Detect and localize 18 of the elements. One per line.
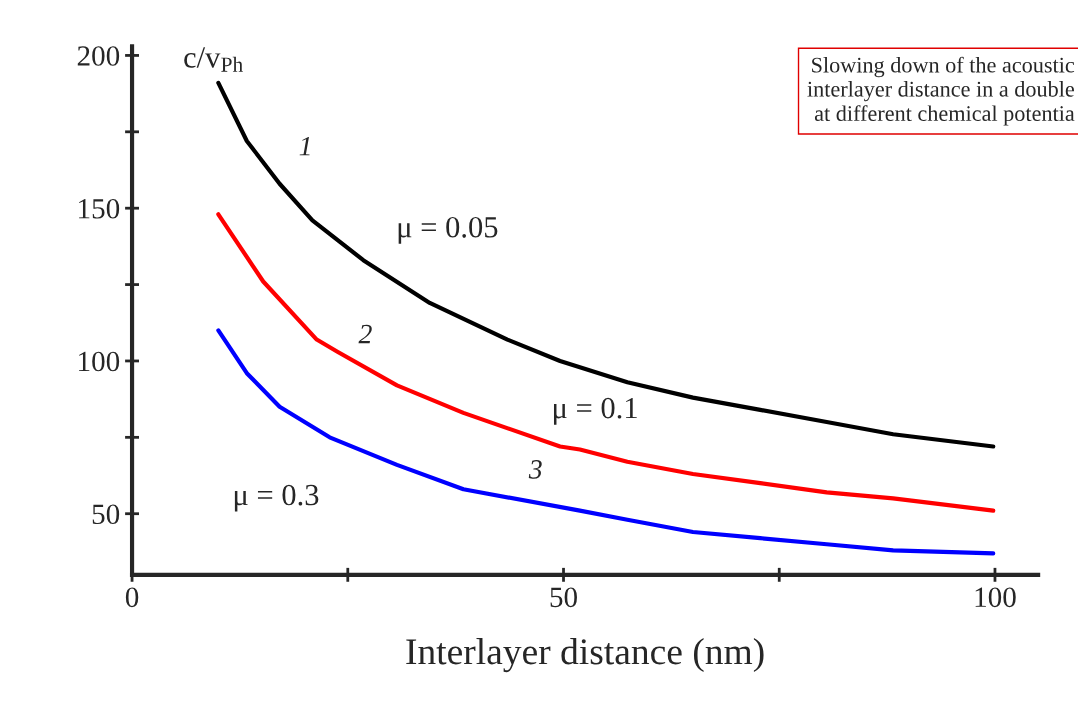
y-axis-title: c/v$_{Ph}$ xyxy=(184,47,243,72)
x-tick-label: 0 xyxy=(125,587,139,608)
line-series xyxy=(216,212,996,513)
y-tick-label: 200 xyxy=(77,46,120,66)
y-tick-label: 100 xyxy=(79,351,120,372)
annotation: μ = 0.05 xyxy=(398,216,498,244)
y-tick-label: 150 xyxy=(79,198,120,219)
x-tick-label: 50 xyxy=(550,587,577,608)
annotation: 2 xyxy=(358,324,372,344)
x-tick-label: 100 xyxy=(975,587,1016,608)
annotation: μ = 0.1 xyxy=(553,397,637,425)
annotation: 3 xyxy=(528,460,542,479)
line-series xyxy=(216,80,996,449)
annotation: μ = 0.3 xyxy=(234,484,319,512)
x-axis-title: Interlayer distance (nm) xyxy=(406,638,764,673)
annotation: 1 xyxy=(299,136,310,156)
annotation: Slowing down of the acoustic interlayer distance in a double at different chemical potentia xyxy=(807,56,1075,126)
y-tick-label: 50 xyxy=(92,504,120,525)
